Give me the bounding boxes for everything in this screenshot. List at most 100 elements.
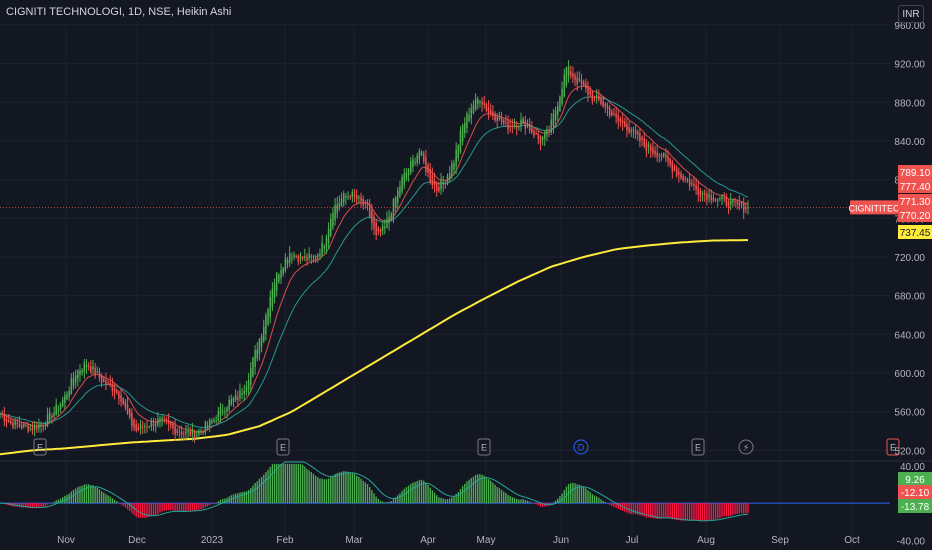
candle-body[interactable]	[135, 423, 137, 432]
candle-body[interactable]	[336, 204, 339, 213]
candle-body[interactable]	[630, 129, 633, 133]
candle-body[interactable]	[368, 203, 371, 217]
candle-body[interactable]	[425, 157, 427, 173]
candle-body[interactable]	[580, 79, 583, 85]
candle-body[interactable]	[675, 168, 678, 176]
candle-body[interactable]	[399, 186, 401, 197]
candle-body[interactable]	[228, 399, 230, 410]
candle-body[interactable]	[180, 432, 183, 435]
candle-body[interactable]	[714, 199, 717, 201]
candle-body[interactable]	[206, 425, 209, 428]
candle-body[interactable]	[384, 226, 386, 229]
candle-body[interactable]	[293, 254, 295, 258]
candle-body[interactable]	[314, 256, 317, 260]
candle-body[interactable]	[83, 362, 86, 372]
candle-body[interactable]	[237, 397, 239, 400]
candle-body[interactable]	[269, 297, 271, 318]
candle-body[interactable]	[509, 125, 511, 127]
candle-body[interactable]	[662, 153, 665, 157]
candle-body[interactable]	[593, 96, 596, 98]
candle-body[interactable]	[606, 105, 609, 109]
candle-body[interactable]	[213, 419, 215, 422]
candle-body[interactable]	[178, 431, 181, 433]
candle-body[interactable]	[541, 137, 544, 140]
candle-body[interactable]	[174, 426, 176, 435]
candle-body[interactable]	[386, 218, 388, 228]
candle-body[interactable]	[1, 413, 3, 415]
candle-body[interactable]	[254, 350, 256, 367]
candle-body[interactable]	[485, 103, 488, 111]
candle-body[interactable]	[723, 197, 725, 199]
candle-body[interactable]	[278, 274, 280, 282]
candle-body[interactable]	[492, 111, 494, 116]
candle-body[interactable]	[414, 162, 416, 164]
candle-body[interactable]	[634, 130, 637, 134]
candle-body[interactable]	[505, 121, 507, 123]
candle-body[interactable]	[202, 431, 204, 434]
candle-body[interactable]	[107, 382, 109, 384]
candle-body[interactable]	[420, 151, 423, 155]
candlesticks[interactable]	[0, 60, 749, 443]
candle-body[interactable]	[433, 180, 436, 186]
candle-body[interactable]	[118, 391, 120, 399]
candle-body[interactable]	[550, 119, 553, 133]
candle-body[interactable]	[457, 145, 460, 158]
candle-body[interactable]	[23, 423, 25, 427]
candle-body[interactable]	[345, 196, 347, 198]
candle-body[interactable]	[262, 326, 265, 342]
candle-body[interactable]	[57, 408, 60, 410]
candle-body[interactable]	[347, 196, 349, 198]
candle-body[interactable]	[7, 419, 10, 422]
event-markers[interactable]: E E E D E ⚡ E	[33, 438, 900, 456]
candle-body[interactable]	[446, 175, 449, 184]
candle-body[interactable]	[617, 115, 620, 122]
candle-body[interactable]	[187, 430, 189, 433]
candle-body[interactable]	[338, 202, 341, 209]
candle-body[interactable]	[582, 81, 585, 85]
candle-body[interactable]	[554, 110, 557, 120]
candle-body[interactable]	[682, 175, 684, 181]
candle-body[interactable]	[288, 253, 291, 263]
candle-body[interactable]	[483, 102, 486, 105]
candle-body[interactable]	[660, 155, 663, 157]
candle-body[interactable]	[695, 184, 697, 190]
candle-body[interactable]	[719, 198, 721, 200]
candle-body[interactable]	[92, 366, 94, 370]
candle-body[interactable]	[639, 133, 641, 142]
candle-body[interactable]	[394, 197, 397, 209]
candle-body[interactable]	[444, 183, 447, 185]
candle-body[interactable]	[435, 182, 438, 192]
candle-body[interactable]	[481, 101, 483, 105]
candle-body[interactable]	[704, 193, 706, 195]
candle-body[interactable]	[656, 152, 658, 158]
candle-body[interactable]	[128, 409, 131, 417]
candle-body[interactable]	[325, 238, 328, 248]
candle-body[interactable]	[526, 124, 529, 127]
candle-body[interactable]	[154, 424, 157, 426]
candle-body[interactable]	[267, 309, 269, 325]
candle-body[interactable]	[323, 246, 326, 249]
candle-body[interactable]	[146, 426, 148, 428]
candle-body[interactable]	[141, 426, 144, 428]
candle-body[interactable]	[330, 218, 332, 236]
candle-body[interactable]	[595, 95, 598, 97]
candle-body[interactable]	[308, 254, 310, 259]
candle-body[interactable]	[604, 103, 607, 107]
candle-body[interactable]	[496, 116, 498, 122]
candle-body[interactable]	[427, 164, 429, 174]
candle-body[interactable]	[18, 423, 21, 427]
candle-body[interactable]	[392, 199, 395, 217]
candle-body[interactable]	[364, 202, 367, 204]
candle-body[interactable]	[252, 357, 254, 377]
candle-body[interactable]	[170, 422, 172, 427]
candle-body[interactable]	[87, 365, 90, 368]
candle-body[interactable]	[697, 187, 700, 195]
candle-body[interactable]	[727, 201, 730, 208]
candle-body[interactable]	[366, 202, 369, 205]
candle-body[interactable]	[124, 401, 127, 408]
candle-body[interactable]	[691, 183, 693, 185]
candle-body[interactable]	[699, 190, 702, 197]
candle-body[interactable]	[44, 425, 47, 427]
candle-body[interactable]	[66, 394, 68, 400]
candle-body[interactable]	[654, 150, 656, 155]
